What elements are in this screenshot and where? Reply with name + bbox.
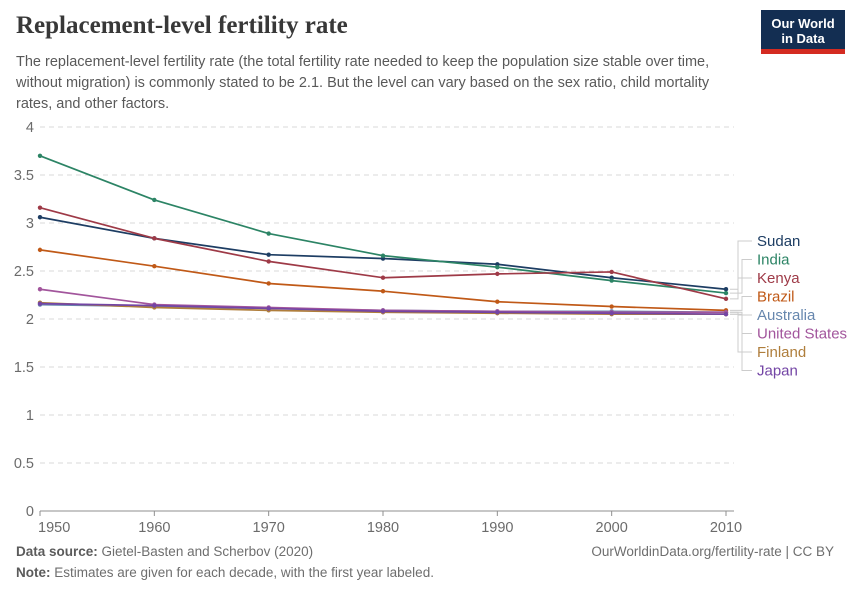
fertility-line-chart[interactable]: 0 0.5 1 1.5 2 2.5 3 3.5 4 1950 1960 1970 1980 1990 200…: [0, 115, 850, 535]
y-tick-label: 1: [26, 408, 34, 424]
point-japan-1970[interactable]: [266, 306, 271, 311]
point-kenya-1950[interactable]: [37, 205, 43, 210]
legend-label-kenya[interactable]: Kenya: [757, 270, 800, 287]
y-tick-label: 3: [26, 216, 34, 232]
point-brazil-2000[interactable]: [609, 304, 614, 309]
x-tick-label: 2000: [596, 520, 628, 535]
point-sudan-1970[interactable]: [266, 252, 271, 257]
y-tick-label: 2.5: [14, 264, 34, 280]
legend-connector-sudan: [730, 240, 752, 290]
point-india-1970[interactable]: [266, 231, 271, 236]
point-india-1960[interactable]: [152, 197, 157, 203]
legend-connector-india: [730, 259, 752, 294]
line-india[interactable]: [39, 154, 727, 294]
credit-link[interactable]: OurWorldinData.org/fertility-rate | CC B…: [591, 544, 834, 559]
data-source-line: Data source: Gietel-Basten and Scherbov …: [16, 544, 313, 559]
note-line: Note: Estimates are given for each decad…: [16, 565, 834, 580]
y-tick-label: 0.5: [14, 456, 34, 472]
legend-connector-kenya: [730, 277, 752, 300]
point-japan-2000[interactable]: [609, 311, 614, 316]
legend-connector-brazil: [730, 296, 752, 311]
point-kenya-2010[interactable]: [723, 296, 729, 302]
y-tick-label: 0: [26, 504, 34, 520]
point-kenya-1990[interactable]: [495, 271, 500, 277]
subtitle-line: without migration) is commonly stated to…: [16, 75, 710, 91]
legend-label-finland[interactable]: Finland: [757, 344, 806, 361]
owid-logo-line1: Our World: [771, 16, 835, 31]
point-united-states-1950[interactable]: [37, 287, 43, 292]
point-japan-2010[interactable]: [723, 312, 729, 317]
point-sudan-2010[interactable]: [723, 287, 729, 292]
legend-connector-japan: [730, 313, 752, 371]
point-brazil-1950[interactable]: [37, 247, 43, 253]
owid-logo[interactable]: Our World in Data: [761, 10, 845, 54]
point-japan-1950[interactable]: [37, 301, 43, 306]
x-tick-label: 1950: [38, 520, 70, 535]
point-kenya-2000[interactable]: [609, 269, 614, 275]
legend-label-india[interactable]: India: [757, 252, 790, 269]
point-brazil-1960[interactable]: [152, 264, 157, 269]
data-source-label: Data source:: [16, 544, 98, 559]
point-india-1990[interactable]: [495, 264, 500, 270]
chart-subtitle: The replacement-level fertility rate (th…: [16, 52, 756, 115]
legend-label-australia[interactable]: Australia: [757, 307, 816, 324]
point-brazil-1980[interactable]: [380, 288, 386, 294]
x-tick-label: 1960: [138, 520, 170, 535]
legend-label-brazil[interactable]: Brazil: [757, 289, 795, 306]
line-kenya[interactable]: [39, 206, 727, 300]
legend-label-sudan[interactable]: Sudan: [757, 233, 800, 250]
y-tick-label: 1.5: [14, 360, 34, 376]
legend-label-united-states[interactable]: United States: [757, 326, 847, 343]
point-kenya-1960[interactable]: [152, 236, 157, 241]
x-tick-label: 1970: [253, 520, 285, 535]
point-india-1950[interactable]: [37, 153, 43, 158]
y-tick-label: 4: [26, 120, 34, 136]
x-tick-label: 1980: [367, 520, 399, 535]
chart-title: Replacement-level fertility rate: [16, 12, 348, 39]
legend-label-japan[interactable]: Japan: [757, 363, 798, 380]
y-tick-label: 2: [26, 312, 34, 328]
point-india-2010[interactable]: [723, 290, 729, 296]
data-source-text: Gietel-Basten and Scherbov (2020): [97, 544, 314, 559]
point-japan-1960[interactable]: [152, 303, 157, 308]
chart-footer: Data source: Gietel-Basten and Scherbov …: [16, 544, 834, 580]
note-label: Note:: [16, 565, 51, 580]
x-tick-label: 1990: [481, 520, 513, 535]
note-text: Estimates are given for each decade, wit…: [50, 565, 434, 580]
point-kenya-1970[interactable]: [266, 259, 271, 264]
owid-logo-line2: in Data: [781, 31, 825, 46]
point-india-1980[interactable]: [380, 253, 386, 258]
subtitle-line: rates, and other factors.: [16, 96, 170, 112]
point-kenya-1980[interactable]: [380, 275, 386, 280]
point-brazil-1990[interactable]: [495, 299, 500, 304]
point-india-2000[interactable]: [609, 278, 614, 283]
y-tick-label: 3.5: [14, 168, 34, 184]
owid-logo-stripe: [761, 49, 845, 54]
point-japan-1990[interactable]: [495, 310, 500, 315]
subtitle-line: The replacement-level fertility rate (th…: [16, 54, 710, 70]
point-japan-1980[interactable]: [380, 309, 386, 314]
x-tick-label: 2010: [710, 520, 742, 535]
point-brazil-1970[interactable]: [266, 281, 271, 286]
point-sudan-1950[interactable]: [37, 215, 43, 220]
